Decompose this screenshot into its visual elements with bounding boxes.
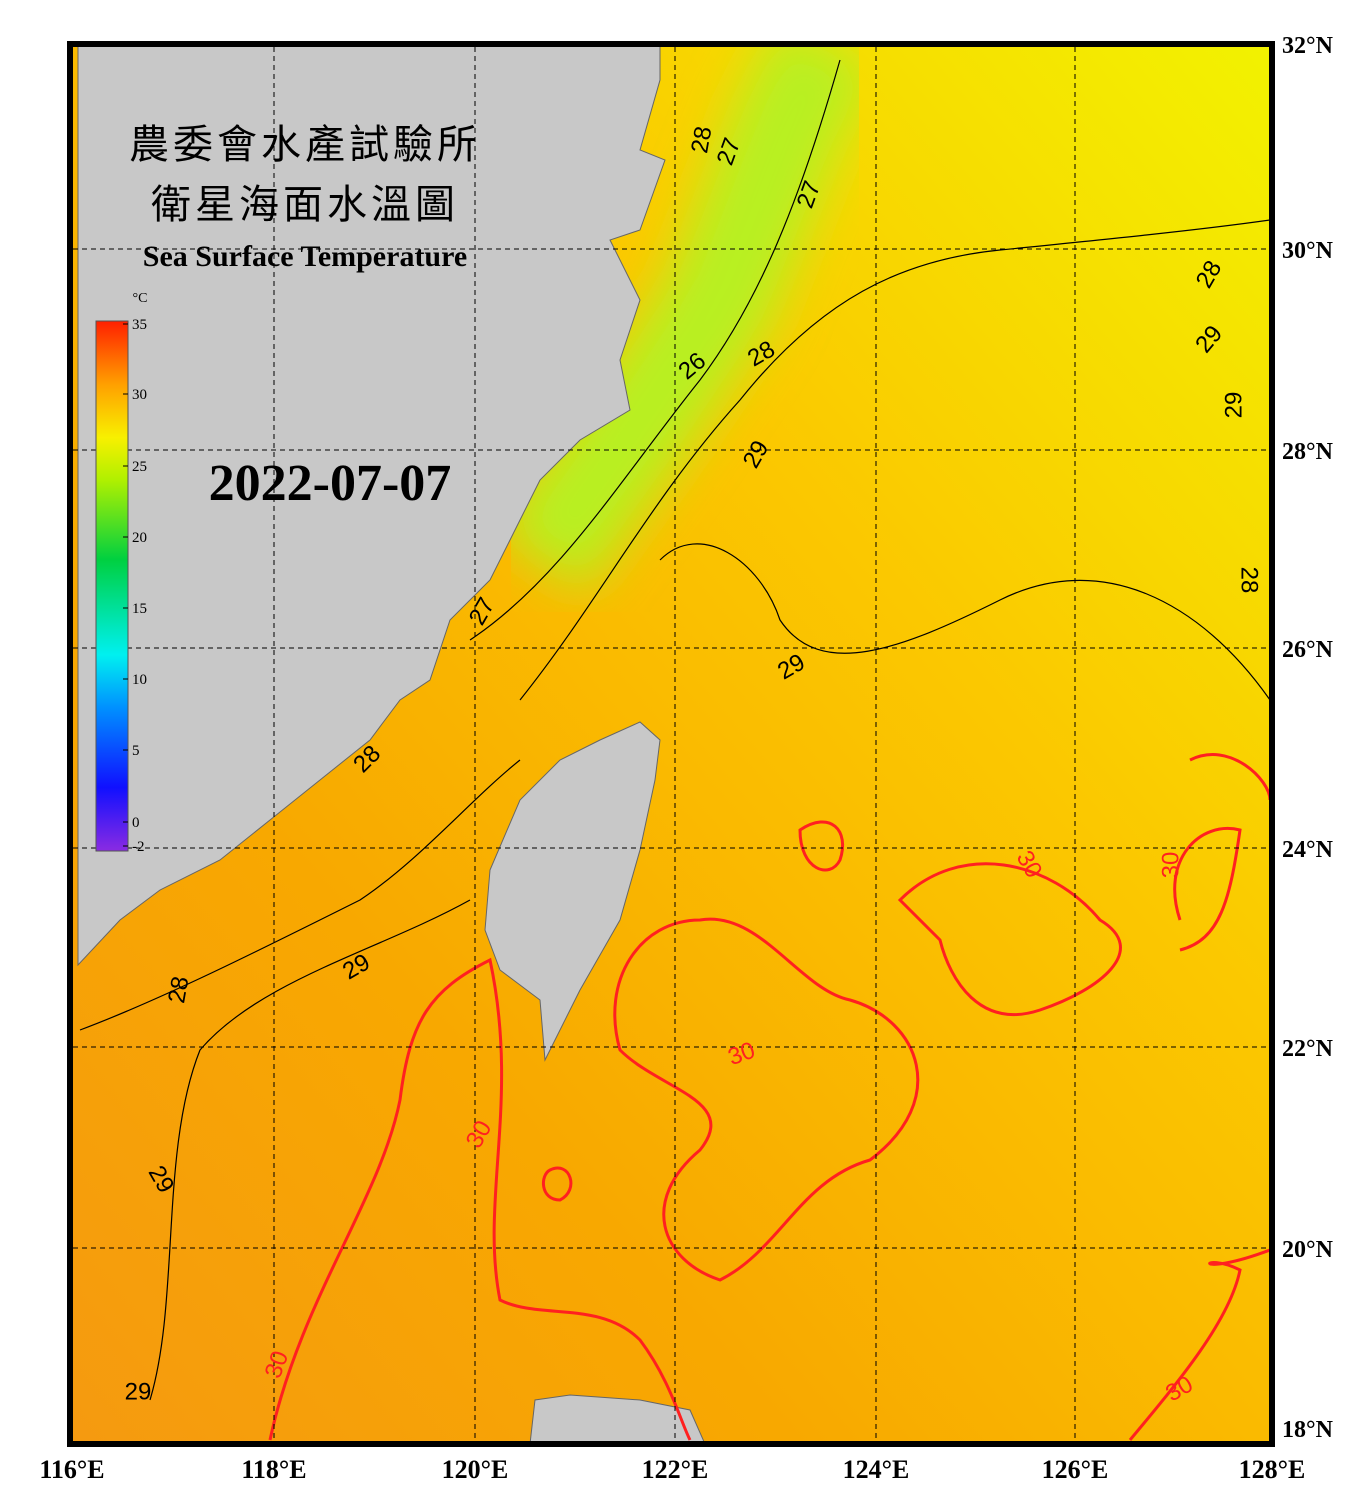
longitude-label: 122°E (642, 1455, 709, 1484)
contour-label: 28 (1236, 567, 1263, 594)
latitude-label: 32°N (1282, 33, 1334, 59)
date: 2022-07-07 (209, 455, 452, 512)
longitude-label: 120°E (442, 1455, 509, 1484)
colorbar-tick-label: 35 (132, 317, 147, 333)
contour-label: 28 (163, 974, 194, 1005)
graticule (73, 47, 1269, 1441)
longitude-label: 124°E (843, 1455, 910, 1484)
contours (79, 59, 1269, 1401)
contour-label: 28 (686, 124, 717, 155)
colorbar-tick-label: 25 (132, 459, 147, 475)
colorbar-tick-label: 30 (132, 387, 147, 403)
title-zh-1: 農委會水產試驗所 (129, 122, 481, 167)
map-frame (67, 41, 1275, 1447)
latitude-label: 20°N (1282, 1237, 1334, 1263)
colorbar-tick-label: 20 (132, 530, 147, 546)
axis-labels: 116°E 118°E 120°E 122°E 124°E 126°E 128°E 32°N 3… (39, 33, 1333, 1484)
map-body (73, 47, 1269, 1441)
longitude-label: 128°E (1239, 1455, 1306, 1484)
colorbar-tick-label: 0 (132, 815, 140, 831)
title-zh-2: 衛星海面水溫圖 (151, 182, 459, 227)
cool-band (495, 47, 879, 592)
latitude-label: 22°N (1282, 1036, 1334, 1062)
colorbar-tick-label: 5 (132, 743, 140, 759)
latitude-label: 24°N (1282, 837, 1334, 863)
longitude-label: 118°E (241, 1455, 306, 1484)
latitude-label: 28°N (1282, 439, 1334, 465)
title-en: Sea Surface Temperature (143, 240, 467, 273)
contours-30 (268, 753, 1269, 1441)
latitude-label: 30°N (1282, 238, 1334, 264)
contour-label: 29 (125, 1378, 152, 1405)
luzon (529, 1394, 705, 1441)
longitude-label: 116°E (39, 1455, 104, 1484)
latitude-label: 26°N (1282, 637, 1334, 663)
mainland (77, 47, 666, 967)
colorbar-ticks: 35 30 25 20 15 10 5 0 -2 (123, 317, 147, 855)
longitude-label: 126°E (1042, 1455, 1109, 1484)
colorbar-tick-label: 15 (132, 601, 147, 617)
colorbar-tick-label: 10 (132, 672, 147, 688)
colorbar (95, 320, 129, 852)
contour-label: 29 (1220, 392, 1247, 419)
colorbar-unit: °C (133, 291, 148, 306)
taiwan (484, 721, 661, 1062)
contour-label: 30 (1157, 852, 1184, 879)
colorbar-tick-label: -2 (132, 839, 145, 855)
latitude-label: 18°N (1282, 1417, 1334, 1443)
